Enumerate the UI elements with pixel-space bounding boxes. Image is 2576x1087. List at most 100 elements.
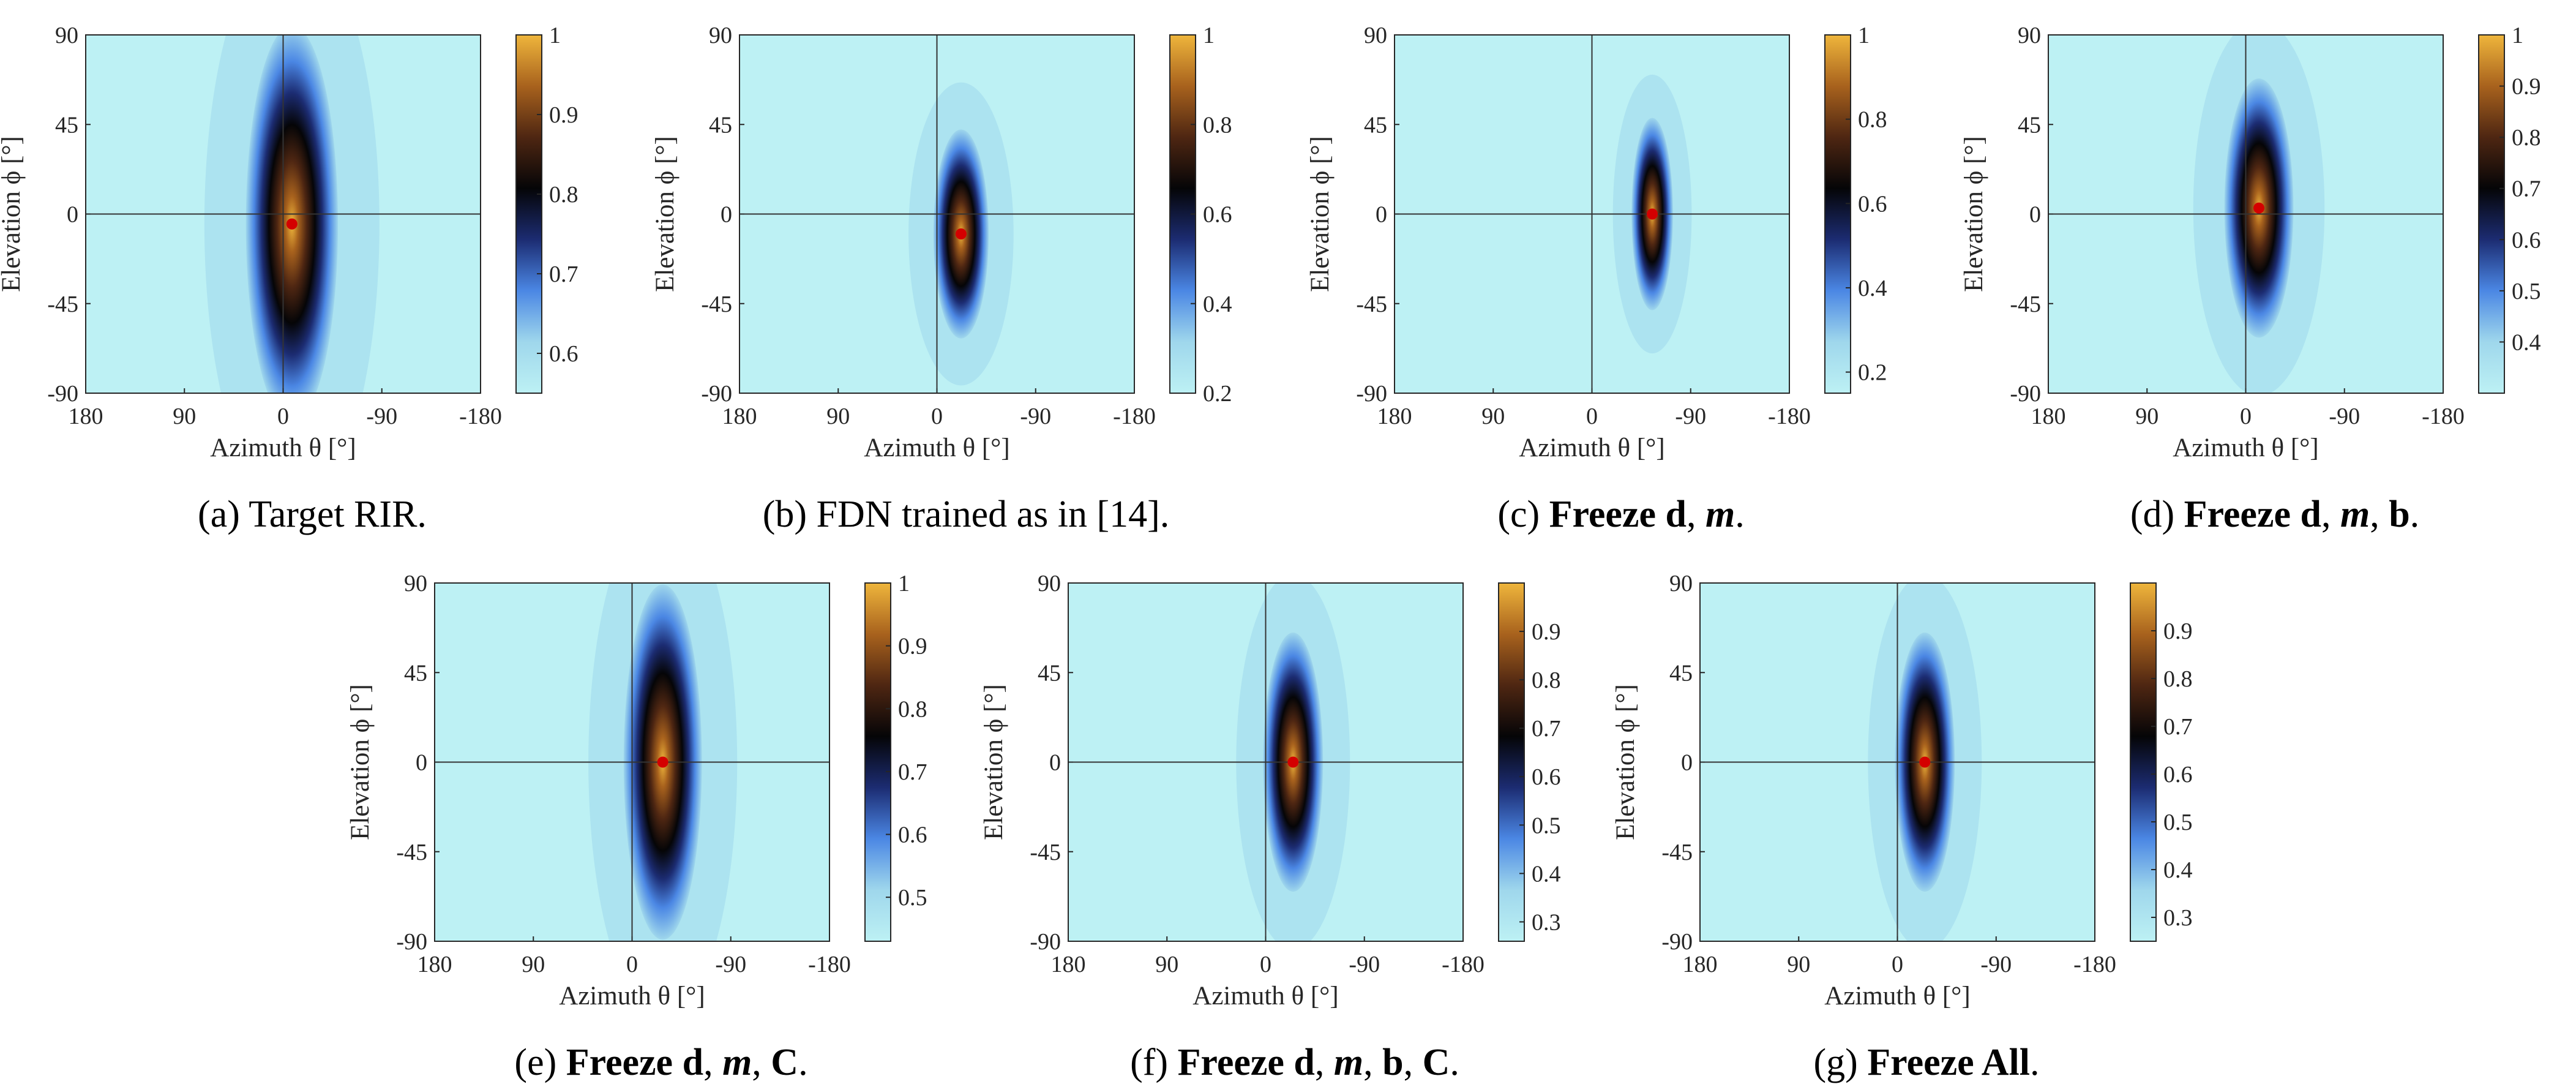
direction-marker <box>1647 208 1658 220</box>
y-axis-label: Elevation ϕ [°] <box>651 136 680 292</box>
colorbar-tick-label: 1 <box>549 23 561 48</box>
y-tick-label: 90 <box>1669 571 1693 596</box>
caption-segment: (e) <box>514 1042 566 1083</box>
y-tick-label: 0 <box>1376 202 1387 228</box>
y-tick-label: -45 <box>47 291 78 317</box>
x-axis-label: Azimuth θ [°] <box>210 434 356 462</box>
colorbar-tick-label: 1 <box>1858 23 1870 48</box>
caption-segment: Freeze All <box>1867 1042 2030 1083</box>
y-tick-label: 90 <box>404 571 427 596</box>
colorbar-tick-label: 0.5 <box>898 885 927 911</box>
y-axis-label: Elevation ϕ [°] <box>1611 684 1640 840</box>
y-axis-label: Elevation ϕ [°] <box>1960 136 1988 292</box>
colorbar <box>1824 34 1851 394</box>
direction-marker <box>955 228 967 239</box>
y-tick-label: -45 <box>701 291 732 317</box>
subplot-d: 180 90 0 -90 -180 90 45 0 -45 -90 Azimuth θ [°] Ele… <box>1960 23 2541 535</box>
colorbar-tick-label: 0.4 <box>1203 291 1232 317</box>
x-tick-label: -90 <box>2329 404 2360 429</box>
x-tick-label: -90 <box>715 952 746 977</box>
x-tick-label: -180 <box>1113 404 1156 429</box>
colorbar-tick-label: 0.9 <box>2163 619 2193 644</box>
x-tick-label: 90 <box>2135 404 2159 429</box>
x-tick-label: 180 <box>69 404 103 429</box>
colorbar-tick-label: 0.5 <box>2512 279 2541 304</box>
caption-segment: (g) <box>1814 1042 1868 1083</box>
x-tick-label: 180 <box>1377 404 1412 429</box>
colorbar-tick-label: 1 <box>898 571 910 596</box>
x-tick-label: 90 <box>522 952 545 977</box>
caption-segment: m <box>1705 494 1735 535</box>
colorbar-tick-label: 1 <box>1203 23 1215 48</box>
x-tick-label: -180 <box>2422 404 2465 429</box>
caption-segment: m <box>722 1042 752 1083</box>
caption-segment: . <box>2410 494 2420 535</box>
colorbar-tick-label: 0.2 <box>1203 381 1232 407</box>
x-tick-label: 180 <box>1051 952 1086 977</box>
caption-segment: (d) <box>2130 494 2184 535</box>
y-tick-label: -90 <box>1356 381 1387 407</box>
x-tick-label: 0 <box>2240 404 2252 429</box>
y-tick-label: 0 <box>721 202 732 228</box>
direction-marker <box>657 756 668 768</box>
caption-segment: , <box>1363 1042 1382 1083</box>
x-axis-label: Azimuth θ [°] <box>1824 982 1970 1010</box>
caption-segment: . <box>798 1042 808 1083</box>
caption-segment: , <box>1315 1042 1334 1083</box>
caption-segment: . <box>1450 1042 1459 1083</box>
caption-segment: (c) <box>1497 494 1549 535</box>
y-axis-label: Elevation ϕ [°] <box>979 684 1008 840</box>
colorbar-tick-label: 0.8 <box>1203 112 1232 138</box>
colorbar-tick-label: 0.8 <box>898 696 927 722</box>
y-tick-label: 90 <box>1364 23 1387 48</box>
colorbar-tick-label: 0.6 <box>1858 191 1887 217</box>
y-tick-label: 45 <box>55 112 78 138</box>
y-tick-label: 0 <box>2029 202 2041 228</box>
caption-segment: Freeze d <box>566 1042 703 1083</box>
x-tick-label: 0 <box>1260 952 1271 977</box>
subplot-f: 180 90 0 -90 -180 90 45 0 -45 -90 Azimuth θ [°] Ele… <box>979 571 1561 1083</box>
y-tick-label: 90 <box>55 23 78 48</box>
y-tick-label: -45 <box>1661 840 1693 865</box>
caption-segment: b <box>1382 1042 1403 1083</box>
x-tick-label: 90 <box>1481 404 1505 429</box>
subplot-caption: (a) Target RIR. <box>198 494 427 535</box>
colorbar-tick-label: 0.4 <box>2512 329 2541 355</box>
colorbar-tick-label: 0.9 <box>1532 619 1561 645</box>
subplot-caption: (e) Freeze d, m, C. <box>514 1042 807 1083</box>
subplot-a: 180 90 0 -90 -180 90 45 0 -45 -90 Azimuth θ [°] Ele… <box>0 23 578 535</box>
x-tick-label: -180 <box>1768 404 1811 429</box>
caption-segment: . <box>2030 1042 2040 1083</box>
colorbar-tick-label: 0.8 <box>2512 125 2541 151</box>
x-axis-label: Azimuth θ [°] <box>2173 434 2318 462</box>
caption-segment: Freeze d <box>1178 1042 1315 1083</box>
caption-segment: , <box>752 1042 771 1083</box>
colorbar-tick-label: 0.4 <box>1858 276 1887 301</box>
y-tick-label: -90 <box>701 381 732 407</box>
subplot-caption: (c) Freeze d, m. <box>1497 494 1744 535</box>
y-tick-label: -45 <box>1356 291 1387 317</box>
colorbar-tick-label: 1 <box>2512 23 2523 48</box>
y-tick-label: -90 <box>396 929 427 955</box>
x-tick-label: -90 <box>1020 404 1051 429</box>
colorbar-tick-label: 0.2 <box>1858 360 1887 386</box>
caption-segment: (b) FDN trained as in [14]. <box>763 494 1170 535</box>
x-tick-label: 180 <box>2031 404 2066 429</box>
colorbar <box>2478 34 2505 394</box>
x-tick-label: -90 <box>366 404 397 429</box>
x-tick-label: -90 <box>1349 952 1380 977</box>
x-axis-label: Azimuth θ [°] <box>864 434 1009 462</box>
caption-segment: . <box>1735 494 1745 535</box>
y-axis-label: Elevation ϕ [°] <box>1306 136 1335 292</box>
y-tick-label: 45 <box>1038 660 1061 686</box>
colorbar <box>2130 582 2157 942</box>
caption-segment: (f) <box>1130 1042 1177 1083</box>
y-axis-label: Elevation ϕ [°] <box>346 684 375 840</box>
y-tick-label: 45 <box>1669 660 1693 686</box>
colorbar-tick-label: 0.4 <box>1532 861 1561 887</box>
caption-segment: b <box>2389 494 2409 535</box>
y-tick-label: 90 <box>709 23 732 48</box>
y-tick-label: -90 <box>1661 929 1693 955</box>
colorbar-tick-label: 0.3 <box>1532 909 1561 935</box>
subplot-e: 180 90 0 -90 -180 90 45 0 -45 -90 Azimuth θ [°] Ele… <box>346 571 927 1083</box>
